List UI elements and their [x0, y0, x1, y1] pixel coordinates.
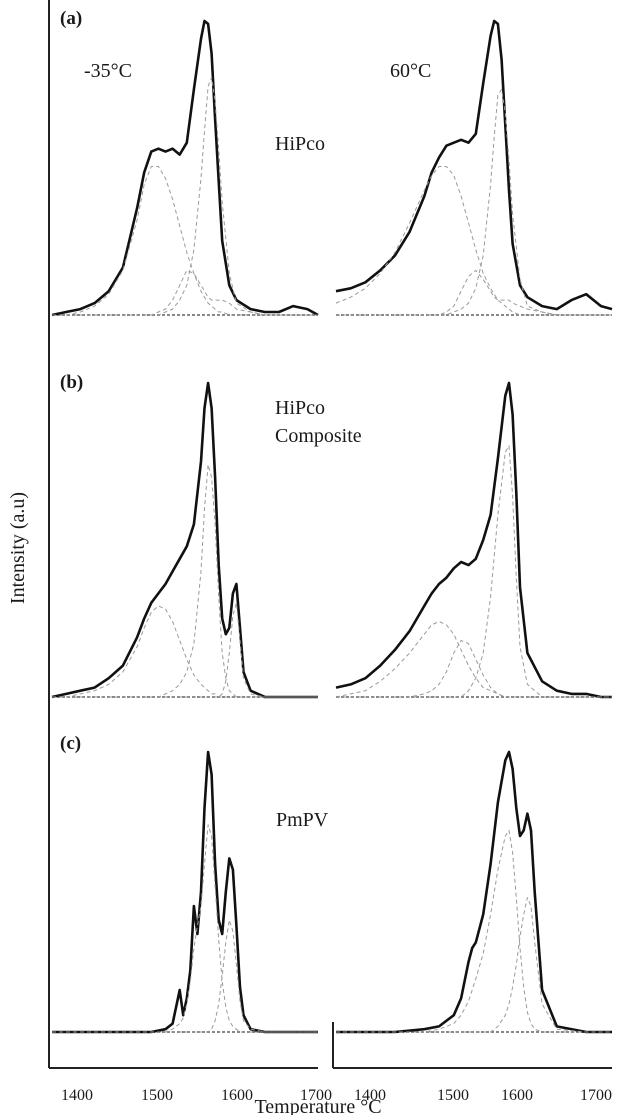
fit-component-5-1 [336, 829, 612, 1033]
column-label-60: 60°C [390, 60, 431, 82]
x-tick-left-1500: 1500 [141, 1087, 173, 1104]
panel-label-c: (c) [60, 733, 81, 754]
spectrum-envelope-4 [52, 750, 318, 1034]
spectrum-envelope-5 [336, 750, 612, 1034]
fit-component-2-3 [52, 602, 318, 698]
spectrum-envelope-2 [51, 381, 318, 699]
x-tick-right-1600: 1600 [501, 1087, 533, 1104]
x-tick-right-1700: 1700 [580, 1087, 612, 1104]
fit-component-4-2 [52, 919, 318, 1033]
spectrum-envelope-0 [51, 19, 319, 317]
fit-component-5-2 [336, 897, 612, 1033]
x-tick-left-1700: 1700 [300, 1087, 332, 1104]
spectrum-envelope-3 [335, 381, 612, 699]
spectrum-envelope-1 [335, 19, 613, 311]
panel-label-b: (b) [60, 372, 83, 393]
x-tick-left-1600: 1600 [221, 1087, 253, 1104]
y-axis-label: Intensity (a.u) [7, 492, 29, 604]
x-tick-right-1500: 1500 [437, 1087, 469, 1104]
spectra-group [51, 19, 613, 1034]
fit-component-1-1 [335, 166, 612, 316]
sample-label-hipco: HiPco [275, 133, 325, 155]
fit-component-3-2 [336, 640, 612, 698]
fit-component-3-1 [335, 621, 612, 698]
panel-label-a: (a) [60, 8, 82, 29]
sample-label-composite: HiPco Composite [275, 397, 362, 447]
x-tick-right-1400: 1400 [354, 1087, 386, 1104]
column-label-minus35: -35°C [84, 60, 132, 82]
x-tick-left-1400: 1400 [61, 1087, 93, 1104]
x-axis-label: Temperature °C [254, 1096, 381, 1115]
sample-label-pmpv: PmPV [276, 809, 329, 831]
fit-component-0-1 [52, 166, 318, 316]
fit-component-3-3 [336, 445, 612, 698]
fit-component-1-3 [336, 269, 612, 316]
